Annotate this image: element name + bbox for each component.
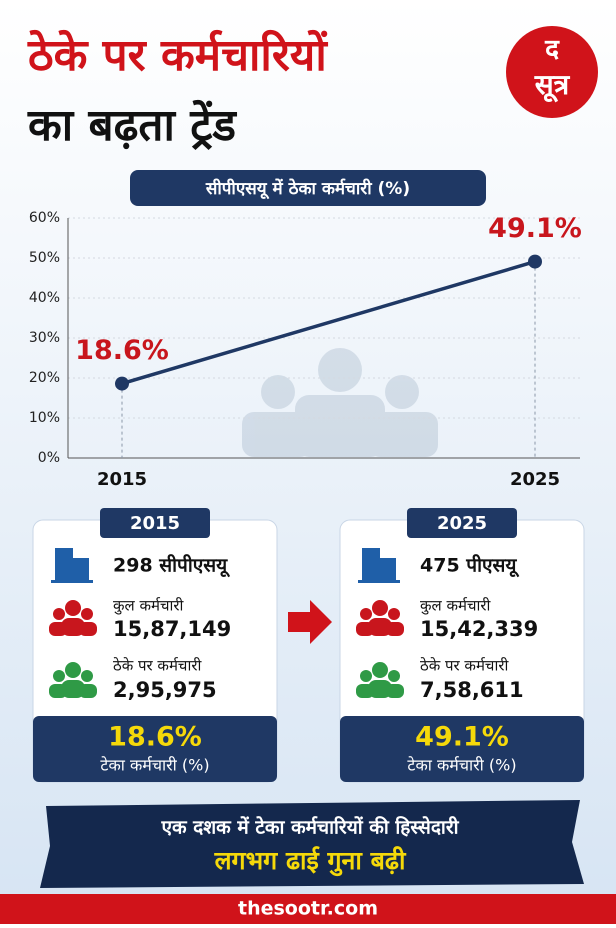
footer-bar — [0, 894, 616, 924]
y-tick-label: 10% — [29, 410, 60, 426]
y-tick-label: 30% — [29, 330, 60, 346]
card: 2015 298 सीपीएसयू कुल कर्मचारी 15,87,149… — [32, 508, 278, 783]
banner — [40, 800, 584, 888]
share-label: टेका कर्मचारी (%) — [100, 756, 209, 775]
y-tick-label: 40% — [29, 290, 60, 306]
contract: 2,95,975 — [113, 678, 217, 702]
y-tick-label: 60% — [29, 210, 60, 226]
share: 18.6% — [108, 722, 202, 753]
x-tick-label: 2025 — [510, 469, 560, 490]
card-year: 2025 — [437, 513, 487, 534]
logo: द सूत्र — [506, 26, 598, 118]
card-tab — [100, 508, 210, 538]
contract-label: ठेके पर कर्मचारी — [420, 657, 509, 675]
point — [115, 376, 129, 391]
share-box — [33, 716, 277, 782]
banner-line2: लगभग ढाई गुना बढ़ी — [214, 846, 407, 877]
point — [528, 254, 542, 269]
arrow — [288, 600, 332, 644]
total: 15,87,149 — [113, 617, 231, 641]
footer: thesootr.com — [238, 898, 378, 920]
logo-bottom: सूत्र — [534, 68, 571, 103]
chart: 0% 10% 20% 30% 40% 50% 60% 2015 2025 18.6% 49.1% — [29, 210, 582, 490]
share: 49.1% — [415, 722, 509, 753]
chart-title-box — [130, 170, 486, 206]
y-tick-label: 20% — [29, 370, 60, 386]
chart-title: सीपीएसयू में ठेका कर्मचारी (%) — [205, 178, 410, 200]
card-tab — [407, 508, 517, 538]
total-label: कुल कर्मचारी — [420, 597, 491, 616]
workers-illustration — [242, 348, 438, 457]
people-icon — [49, 662, 97, 698]
line — [121, 259, 536, 386]
people-icon — [356, 662, 404, 698]
units: 298 सीपीएसयू — [113, 554, 230, 578]
logo-circle — [506, 26, 598, 118]
building-icon — [51, 548, 93, 583]
logo-top: द — [544, 35, 560, 65]
contract: 7,58,611 — [420, 678, 524, 702]
contract-label: ठेके पर कर्मचारी — [113, 657, 202, 675]
value-label: 18.6% — [75, 335, 169, 366]
total: 15,42,339 — [420, 617, 538, 641]
x-tick-label: 2015 — [97, 469, 147, 490]
units: 475 पीएसयू — [420, 554, 519, 578]
share-label: टेका कर्मचारी (%) — [407, 756, 516, 775]
people-icon — [49, 600, 97, 636]
people-icon — [356, 600, 404, 636]
title-line1: ठेके पर कर्मचारियों — [27, 29, 328, 81]
y-tick-label: 50% — [29, 250, 60, 266]
y-tick-label: 0% — [38, 450, 60, 466]
total-label: कुल कर्मचारी — [113, 597, 184, 616]
card: 2025 475 पीएसयू कुल कर्मचारी 15,42,339 ठ… — [339, 508, 585, 783]
value-label: 49.1% — [488, 213, 582, 244]
banner-line1: एक दशक में टेका कर्मचारियों की हिस्सेदार… — [160, 816, 459, 839]
card-year: 2015 — [130, 513, 180, 534]
building-icon — [358, 548, 400, 583]
share-box — [340, 716, 584, 782]
title-line2: का बढ़ता ट्रेंड — [27, 99, 237, 151]
